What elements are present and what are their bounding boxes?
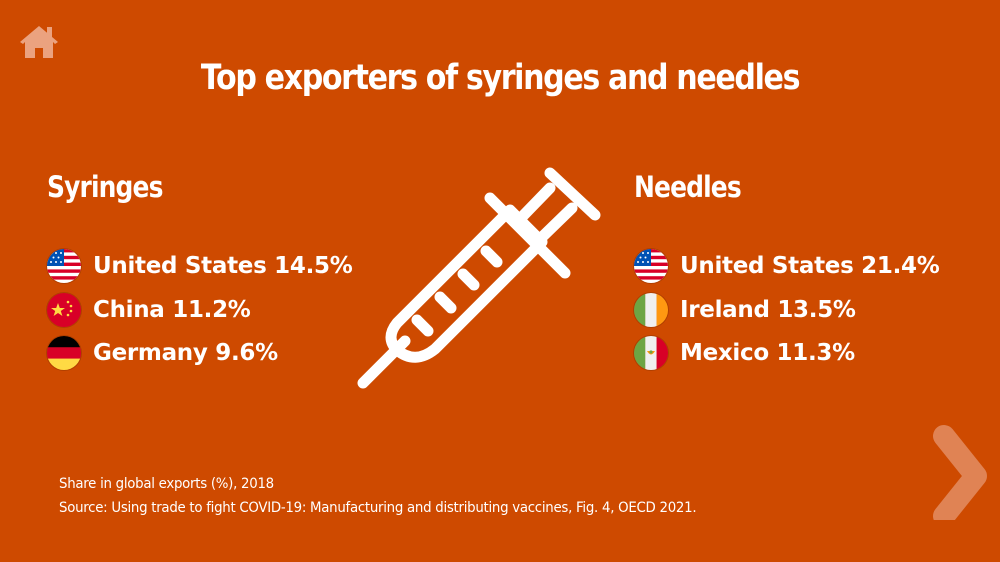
de-flag-icon [47,336,81,370]
syringes-row-de: Germany 9.6% [47,335,278,371]
home-button[interactable] [18,24,60,60]
needles-row-ie: Ireland 13.5% [634,292,856,328]
syringes-row-label: China 11.2% [93,297,251,323]
syringes-row-us: United States 14.5% [47,248,353,284]
footer-source: Source: Using trade to fight COVID-19: M… [59,500,697,516]
syringes-row-label: United States 14.5% [93,253,353,279]
syringe-icon [357,167,601,389]
syringes-heading: Syringes [47,170,163,204]
chevron-right-icon [933,425,987,527]
needles-row-mx: Mexico 11.3% [634,335,855,371]
next-button[interactable] [930,420,990,527]
syringes-row-cn: China 11.2% [47,292,251,328]
mx-flag-icon [634,336,668,370]
needles-row-label: Mexico 11.3% [680,340,855,366]
ie-flag-icon [634,293,668,327]
home-icon [20,26,58,58]
us-flag-icon [47,249,81,283]
footer-note: Share in global exports (%), 2018 [59,476,274,492]
us-flag-icon [634,249,668,283]
needles-heading: Needles [634,170,742,204]
needles-row-us: United States 21.4% [634,248,940,284]
needles-row-label: Ireland 13.5% [680,297,856,323]
needles-row-label: United States 21.4% [680,253,940,279]
syringes-row-label: Germany 9.6% [93,340,278,366]
page-title: Top exporters of syringes and needles [200,58,801,98]
cn-flag-icon [47,293,81,327]
